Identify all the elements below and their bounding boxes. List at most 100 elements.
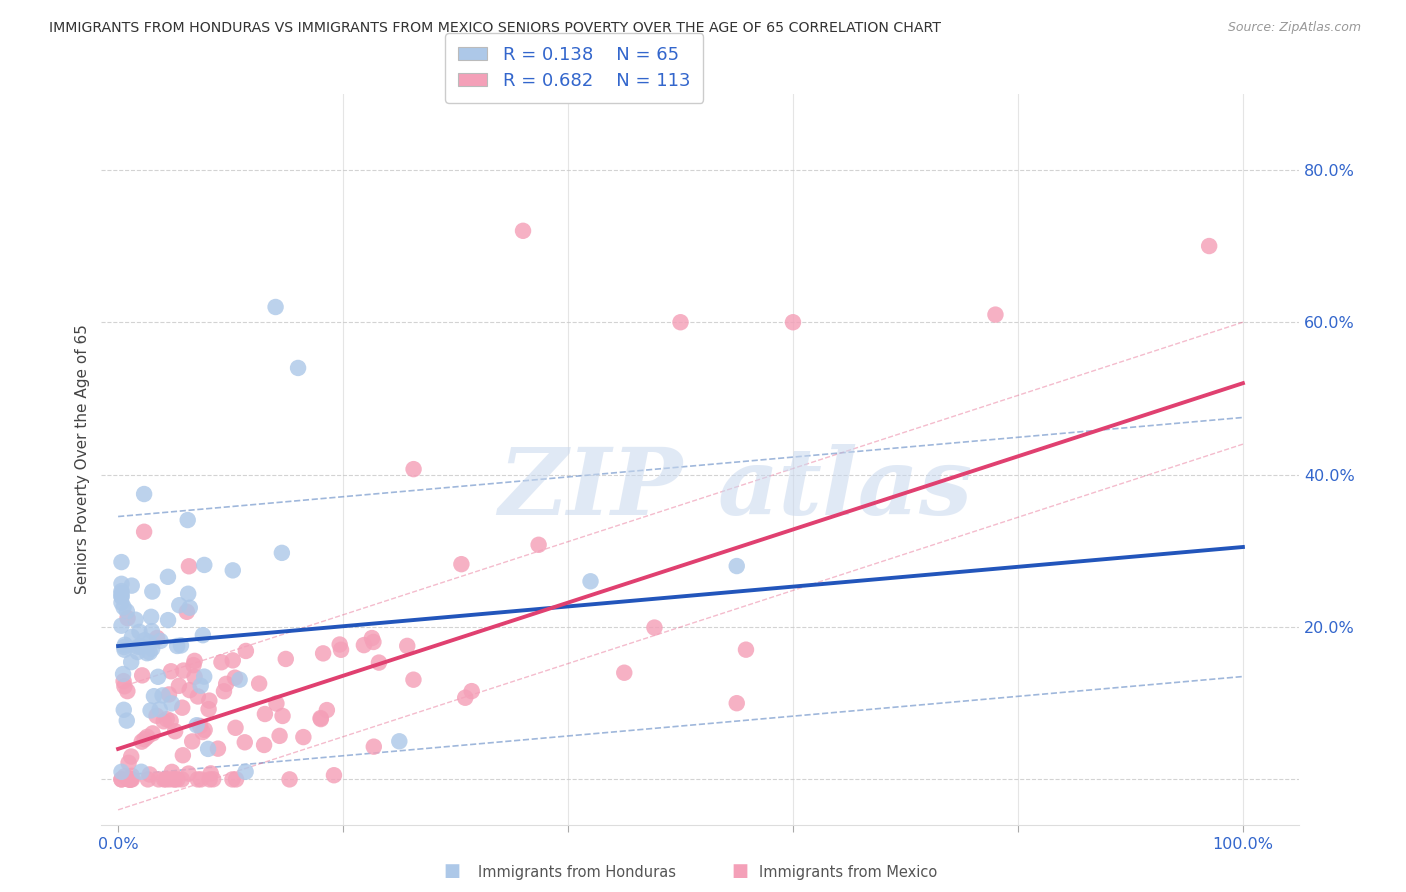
Point — [388, 734, 411, 748]
Point — [114, 642, 136, 657]
Point — [181, 734, 204, 748]
Point — [110, 772, 132, 787]
Point — [121, 769, 143, 783]
Point — [114, 769, 136, 783]
Point — [176, 605, 198, 619]
Point — [191, 628, 214, 642]
Point — [274, 652, 297, 666]
Point — [190, 679, 212, 693]
Point — [215, 677, 238, 691]
Point — [361, 631, 384, 645]
Point — [197, 742, 219, 756]
Point — [725, 696, 748, 710]
Point — [112, 679, 135, 693]
Point — [984, 308, 1007, 322]
Y-axis label: Seniors Poverty Over the Age of 65: Seniors Poverty Over the Age of 65 — [75, 325, 90, 594]
Point — [115, 604, 138, 618]
Point — [146, 631, 169, 645]
Point — [120, 655, 142, 669]
Point — [222, 563, 245, 577]
Point — [235, 764, 257, 779]
Point — [163, 772, 186, 787]
Point — [157, 613, 180, 627]
Point — [129, 764, 152, 779]
Point — [200, 766, 222, 780]
Point — [225, 721, 247, 735]
Point — [136, 772, 159, 787]
Point — [112, 703, 135, 717]
Point — [152, 714, 174, 729]
Point — [225, 772, 247, 787]
Point — [329, 638, 352, 652]
Point — [613, 665, 636, 680]
Point — [121, 772, 143, 787]
Point — [142, 726, 165, 740]
Point — [120, 772, 142, 787]
Point — [159, 714, 181, 728]
Point — [266, 697, 288, 711]
Point — [134, 732, 156, 747]
Point — [221, 772, 243, 787]
Point — [149, 702, 172, 716]
Point — [124, 613, 146, 627]
Point — [110, 555, 132, 569]
Point — [253, 706, 276, 721]
Point — [269, 729, 291, 743]
Point — [287, 360, 309, 375]
Point — [110, 586, 132, 600]
Point — [146, 670, 169, 684]
Point — [155, 772, 177, 787]
Point — [782, 315, 804, 329]
Point — [170, 639, 193, 653]
Point — [166, 772, 188, 787]
Point — [110, 590, 132, 604]
Point — [115, 714, 138, 728]
Point — [402, 673, 425, 687]
Point — [271, 709, 294, 723]
Point — [117, 772, 139, 787]
Point — [110, 589, 132, 603]
Point — [152, 689, 174, 703]
Point — [128, 624, 150, 639]
Point — [159, 772, 181, 787]
Point — [179, 600, 201, 615]
Point — [114, 638, 136, 652]
Point — [110, 596, 132, 610]
Point — [172, 664, 194, 678]
Point — [127, 640, 149, 654]
Legend: R = 0.138    N = 65, R = 0.682    N = 113: R = 0.138 N = 65, R = 0.682 N = 113 — [446, 33, 703, 103]
Point — [402, 462, 425, 476]
Point — [212, 684, 235, 698]
Point — [270, 546, 292, 560]
Point — [172, 748, 194, 763]
Point — [160, 697, 183, 711]
Text: ■: ■ — [443, 863, 460, 880]
Point — [197, 702, 219, 716]
Point — [228, 673, 250, 687]
Point — [669, 315, 692, 329]
Point — [134, 633, 156, 648]
Point — [160, 764, 183, 779]
Point — [188, 719, 211, 733]
Point — [141, 610, 163, 624]
Text: Source: ZipAtlas.com: Source: ZipAtlas.com — [1227, 21, 1361, 35]
Point — [450, 557, 472, 571]
Point — [141, 584, 163, 599]
Point — [725, 559, 748, 574]
Text: Immigrants from Honduras: Immigrants from Honduras — [478, 865, 676, 880]
Point — [129, 640, 152, 654]
Point — [309, 712, 332, 726]
Point — [177, 513, 200, 527]
Point — [153, 772, 176, 787]
Point — [330, 642, 353, 657]
Point — [127, 645, 149, 659]
Point — [323, 768, 346, 782]
Point — [170, 772, 193, 787]
Point — [110, 584, 132, 599]
Point — [165, 724, 187, 739]
Point — [735, 642, 758, 657]
Point — [131, 668, 153, 682]
Point — [643, 621, 665, 635]
Point — [118, 772, 141, 787]
Point — [156, 712, 179, 726]
